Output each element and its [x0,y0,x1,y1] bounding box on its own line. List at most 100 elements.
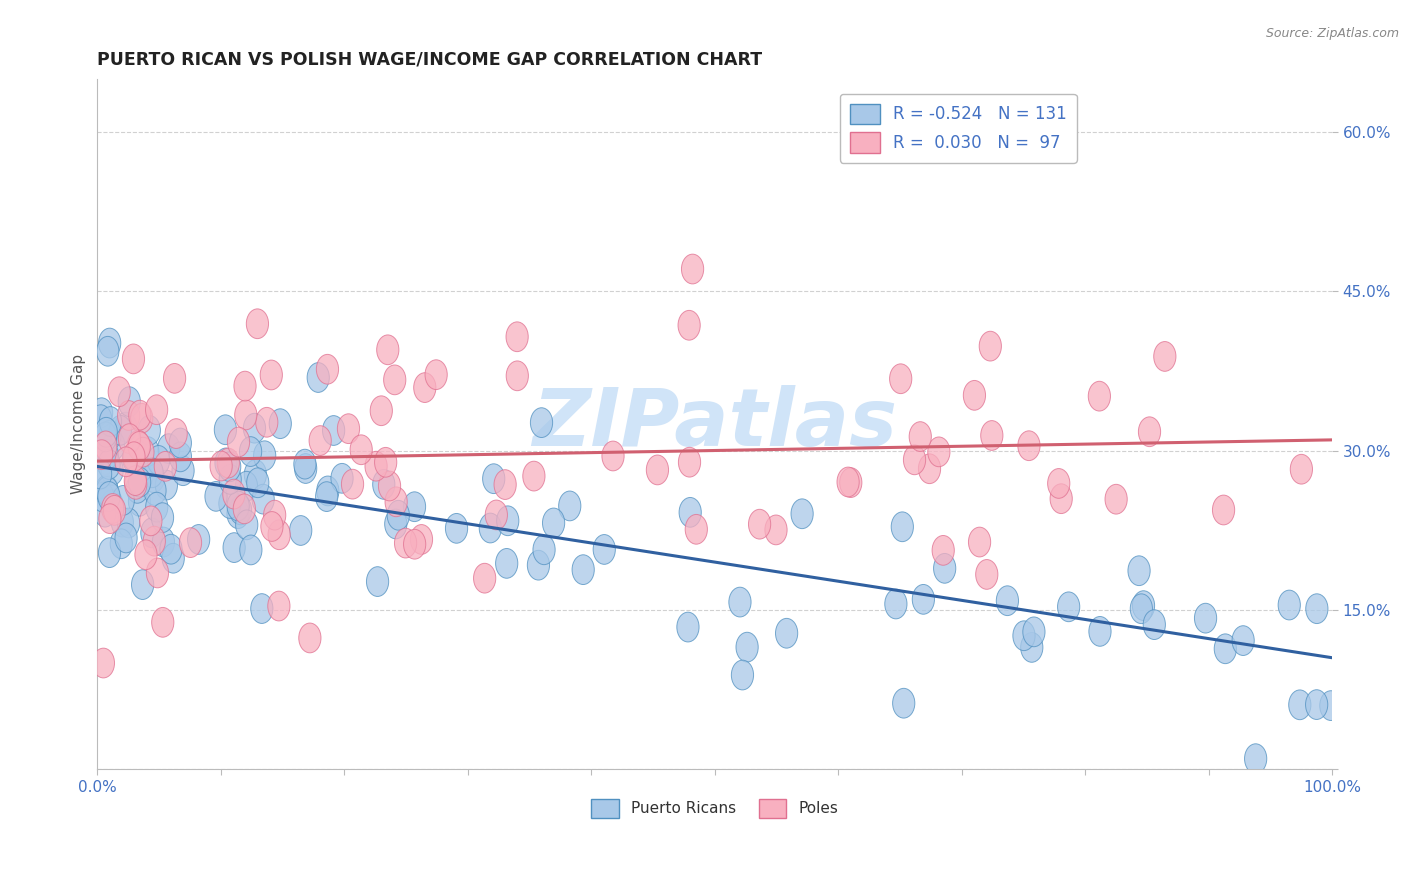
Ellipse shape [682,254,703,284]
Ellipse shape [494,470,516,500]
Ellipse shape [411,524,433,554]
Ellipse shape [157,434,180,464]
Ellipse shape [404,529,426,559]
Ellipse shape [384,365,406,395]
Ellipse shape [111,508,134,537]
Ellipse shape [187,524,209,554]
Ellipse shape [250,594,273,624]
Ellipse shape [728,587,751,617]
Ellipse shape [765,515,787,545]
Ellipse shape [1139,417,1160,447]
Ellipse shape [997,586,1018,615]
Ellipse shape [143,526,166,556]
Ellipse shape [593,534,616,565]
Ellipse shape [307,363,329,392]
Ellipse shape [918,454,941,483]
Ellipse shape [1128,556,1150,585]
Ellipse shape [1320,690,1341,721]
Ellipse shape [98,482,120,511]
Ellipse shape [676,612,699,642]
Ellipse shape [366,451,387,481]
Ellipse shape [148,445,170,475]
Ellipse shape [1278,591,1301,620]
Ellipse shape [543,508,565,538]
Ellipse shape [485,500,508,530]
Ellipse shape [143,475,166,506]
Ellipse shape [162,543,184,574]
Ellipse shape [172,456,194,485]
Ellipse shape [96,475,118,505]
Ellipse shape [115,523,138,553]
Ellipse shape [96,440,118,469]
Ellipse shape [367,566,388,597]
Ellipse shape [1130,594,1153,624]
Ellipse shape [981,421,1002,450]
Ellipse shape [530,408,553,437]
Ellipse shape [267,591,290,621]
Ellipse shape [413,373,436,402]
Ellipse shape [118,387,141,417]
Ellipse shape [97,336,120,366]
Ellipse shape [385,487,408,516]
Ellipse shape [342,469,364,499]
Ellipse shape [309,425,332,456]
Ellipse shape [1105,484,1128,514]
Ellipse shape [118,508,139,538]
Ellipse shape [98,328,121,358]
Ellipse shape [731,660,754,690]
Ellipse shape [128,467,150,497]
Ellipse shape [152,527,174,557]
Ellipse shape [108,376,131,407]
Ellipse shape [315,482,337,511]
Ellipse shape [748,509,770,539]
Ellipse shape [235,400,257,430]
Ellipse shape [240,535,262,565]
Ellipse shape [1018,431,1040,460]
Ellipse shape [135,540,157,570]
Ellipse shape [101,456,124,485]
Ellipse shape [110,529,132,558]
Ellipse shape [218,452,240,482]
Ellipse shape [115,447,138,476]
Ellipse shape [523,461,546,491]
Ellipse shape [495,549,517,578]
Ellipse shape [330,464,353,493]
Ellipse shape [246,468,269,498]
Ellipse shape [647,455,668,484]
Ellipse shape [294,454,316,483]
Ellipse shape [1232,625,1254,656]
Ellipse shape [904,445,925,475]
Ellipse shape [298,624,321,653]
Ellipse shape [263,500,285,530]
Ellipse shape [1132,591,1154,621]
Ellipse shape [256,408,278,437]
Ellipse shape [98,504,121,533]
Ellipse shape [976,559,998,590]
Ellipse shape [101,490,122,519]
Ellipse shape [373,469,395,500]
Ellipse shape [146,492,167,522]
Ellipse shape [792,499,813,529]
Ellipse shape [103,431,125,460]
Ellipse shape [98,450,120,479]
Ellipse shape [139,506,162,536]
Ellipse shape [90,440,112,469]
Ellipse shape [124,466,146,495]
Ellipse shape [128,486,150,516]
Ellipse shape [90,398,112,427]
Ellipse shape [89,460,111,491]
Ellipse shape [1143,610,1166,640]
Ellipse shape [395,528,416,558]
Ellipse shape [378,471,401,501]
Ellipse shape [132,437,155,467]
Ellipse shape [572,555,595,584]
Ellipse shape [527,550,550,580]
Ellipse shape [219,489,240,518]
Ellipse shape [152,503,173,533]
Ellipse shape [1289,690,1310,720]
Ellipse shape [884,589,907,619]
Ellipse shape [932,535,955,566]
Ellipse shape [893,689,915,718]
Ellipse shape [934,553,956,583]
Ellipse shape [1306,594,1329,624]
